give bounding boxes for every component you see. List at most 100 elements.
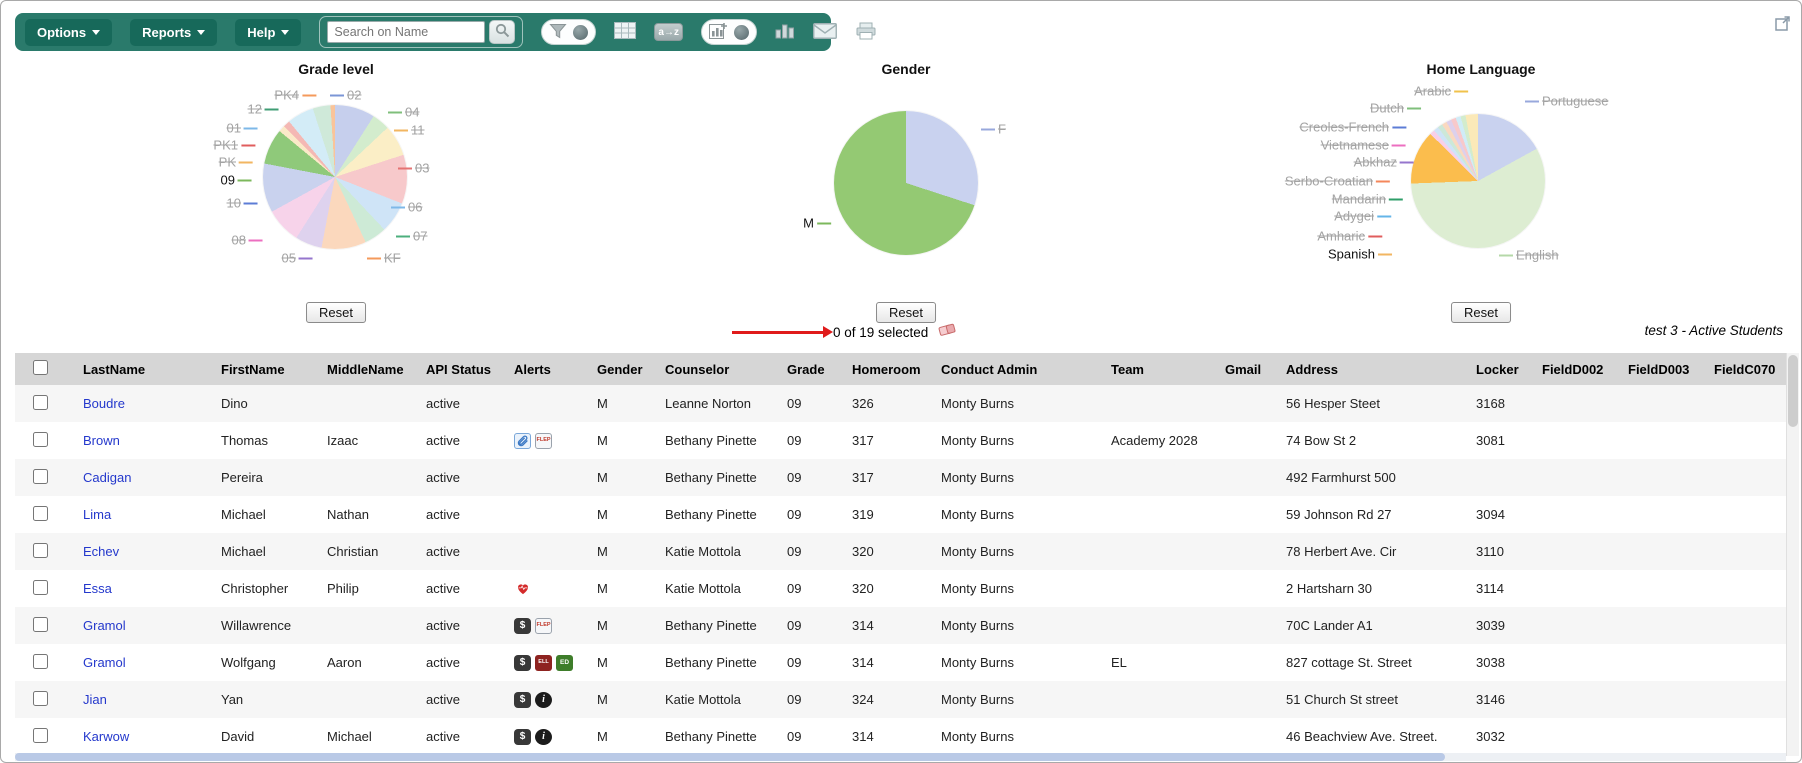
column-header-homeroom[interactable]: Homeroom [838, 353, 927, 385]
pie-slice-label-mandarin[interactable]: Mandarin [1332, 192, 1403, 207]
row-checkbox[interactable] [33, 468, 48, 484]
row-checkbox[interactable] [33, 579, 48, 595]
pie-slice-label-pk1[interactable]: PK1 [213, 138, 255, 153]
open-in-new-window-button[interactable] [1775, 15, 1791, 34]
student-name-link[interactable]: Echev [83, 544, 120, 559]
column-header-api-status[interactable]: API Status [412, 353, 500, 385]
grade-level-pie[interactable] [263, 105, 407, 249]
options-menu-button[interactable]: Options [25, 18, 113, 46]
medical-alert-heart-icon[interactable] [514, 581, 531, 597]
chart-toggle-button[interactable] [700, 19, 757, 45]
pie-slice-label-portuguese[interactable]: Portuguese [1525, 94, 1609, 109]
pie-slice-label-10[interactable]: 10 [227, 196, 258, 211]
email-button[interactable] [813, 22, 837, 42]
column-header-grade[interactable]: Grade [773, 353, 838, 385]
row-checkbox[interactable] [33, 690, 48, 706]
horizontal-scrollbar-thumb[interactable] [15, 753, 1445, 761]
reports-menu-button[interactable]: Reports [130, 18, 218, 46]
pie-slice-label-kf[interactable]: KF [367, 251, 401, 266]
student-name-link[interactable]: Essa [83, 581, 112, 596]
fees-due-icon[interactable]: $ [514, 654, 531, 671]
student-name-link[interactable]: Boudre [83, 396, 125, 411]
fees-due-icon[interactable]: $ [514, 617, 531, 634]
student-name-link[interactable]: Lima [83, 507, 112, 522]
column-header-lastname[interactable]: LastName [69, 353, 207, 385]
pie-slice-label-07[interactable]: 07 [396, 229, 427, 244]
help-menu-button[interactable]: Help [235, 18, 302, 46]
row-checkbox[interactable] [33, 505, 48, 521]
column-header-fieldd003[interactable]: FieldD003 [1614, 353, 1700, 385]
bar-chart-button[interactable] [775, 22, 795, 42]
pie-slice-label-02[interactable]: 02 [330, 88, 361, 103]
filter-toggle-button[interactable] [541, 19, 597, 45]
attachment-paperclip-icon[interactable] [514, 432, 531, 449]
pie-slice-label-spanish[interactable]: Spanish [1328, 247, 1392, 262]
pie-slice-label-creoles-french[interactable]: Creoles-French [1299, 120, 1406, 135]
pie-slice-label-03[interactable]: 03 [398, 161, 429, 176]
flep-plan-icon[interactable]: FLEP [535, 617, 552, 634]
pie-slice-label-english[interactable]: English [1499, 248, 1559, 263]
pie-slice-label-11[interactable]: 11 [394, 123, 425, 138]
pie-slice-label-arabic[interactable]: Arabic [1414, 84, 1468, 99]
search-button[interactable] [489, 20, 516, 44]
sort-az-button[interactable]: a→z [654, 23, 683, 41]
column-header-fieldc070[interactable]: FieldC070 [1700, 353, 1786, 385]
pie-slice-label-serbo-croatian[interactable]: Serbo-Croatian [1285, 174, 1390, 189]
ed-flag-icon[interactable]: ED [556, 654, 573, 671]
pie-slice-label-amharic[interactable]: Amharic [1317, 229, 1382, 244]
info-alert-icon[interactable]: i [535, 691, 552, 708]
row-checkbox[interactable] [33, 653, 48, 669]
row-checkbox[interactable] [33, 394, 48, 410]
student-name-link[interactable]: Jian [83, 692, 107, 707]
pie-slice-label-dutch[interactable]: Dutch [1370, 101, 1421, 116]
print-button[interactable] [855, 22, 877, 43]
vertical-scrollbar[interactable] [1786, 353, 1799, 756]
student-name-link[interactable]: Gramol [83, 655, 126, 670]
pie-slice-label-pk[interactable]: PK [219, 155, 253, 170]
fees-due-icon[interactable]: $ [514, 728, 531, 745]
search-input[interactable] [327, 21, 486, 43]
gender-pie[interactable] [834, 111, 978, 255]
pie-slice-label-09[interactable]: 09 [221, 173, 252, 188]
student-name-link[interactable]: Cadigan [83, 470, 132, 485]
reset-button[interactable]: Reset [306, 302, 366, 323]
pie-slice-label-05[interactable]: 05 [282, 251, 313, 266]
row-checkbox[interactable] [33, 542, 48, 558]
student-name-link[interactable]: Karwow [83, 729, 130, 744]
horizontal-scrollbar[interactable] [15, 753, 1786, 761]
column-header-alerts[interactable]: Alerts [500, 353, 583, 385]
pie-slice-label-vietnamese[interactable]: Vietnamese [1321, 138, 1406, 153]
vertical-scrollbar-thumb[interactable] [1788, 355, 1798, 427]
column-header-fieldd002[interactable]: FieldD002 [1528, 353, 1614, 385]
pie-slice-label-f[interactable]: F [981, 122, 1006, 137]
select-all-checkbox[interactable] [33, 360, 48, 375]
student-name-link[interactable]: Brown [83, 433, 120, 448]
pie-slice-label-pk4[interactable]: PK4 [274, 88, 316, 103]
pie-slice-label-06[interactable]: 06 [391, 200, 422, 215]
pie-slice-label-adygei[interactable]: Adygei [1334, 209, 1391, 224]
student-name-link[interactable]: Gramol [83, 618, 126, 633]
column-header-locker[interactable]: Locker [1462, 353, 1528, 385]
reset-button[interactable]: Reset [876, 302, 936, 323]
pie-slice-label-08[interactable]: 08 [232, 233, 263, 248]
row-checkbox[interactable] [33, 616, 48, 632]
row-checkbox[interactable] [33, 431, 48, 447]
ell-flag-icon[interactable]: ELL [535, 654, 552, 671]
pie-slice-label-12[interactable]: 12 [248, 102, 279, 117]
column-header-team[interactable]: Team [1097, 353, 1211, 385]
pie-slice-label-abkhaz[interactable]: Abkhaz [1354, 155, 1414, 170]
pie-slice-label-m[interactable]: M [803, 216, 831, 231]
pie-slice-label-01[interactable]: 01 [227, 121, 258, 136]
pie-slice-label-04[interactable]: 04 [388, 105, 419, 120]
fees-due-icon[interactable]: $ [514, 691, 531, 708]
column-header-gender[interactable]: Gender [583, 353, 651, 385]
column-header-address[interactable]: Address [1272, 353, 1462, 385]
home-language-pie[interactable] [1411, 114, 1545, 248]
row-checkbox[interactable] [33, 727, 48, 743]
column-header-counselor[interactable]: Counselor [651, 353, 773, 385]
column-header-firstname[interactable]: FirstName [207, 353, 313, 385]
flep-plan-icon[interactable]: FLEP [535, 432, 552, 449]
reset-button[interactable]: Reset [1451, 302, 1511, 323]
select-all-header[interactable] [15, 353, 69, 385]
info-alert-icon[interactable]: i [535, 728, 552, 745]
